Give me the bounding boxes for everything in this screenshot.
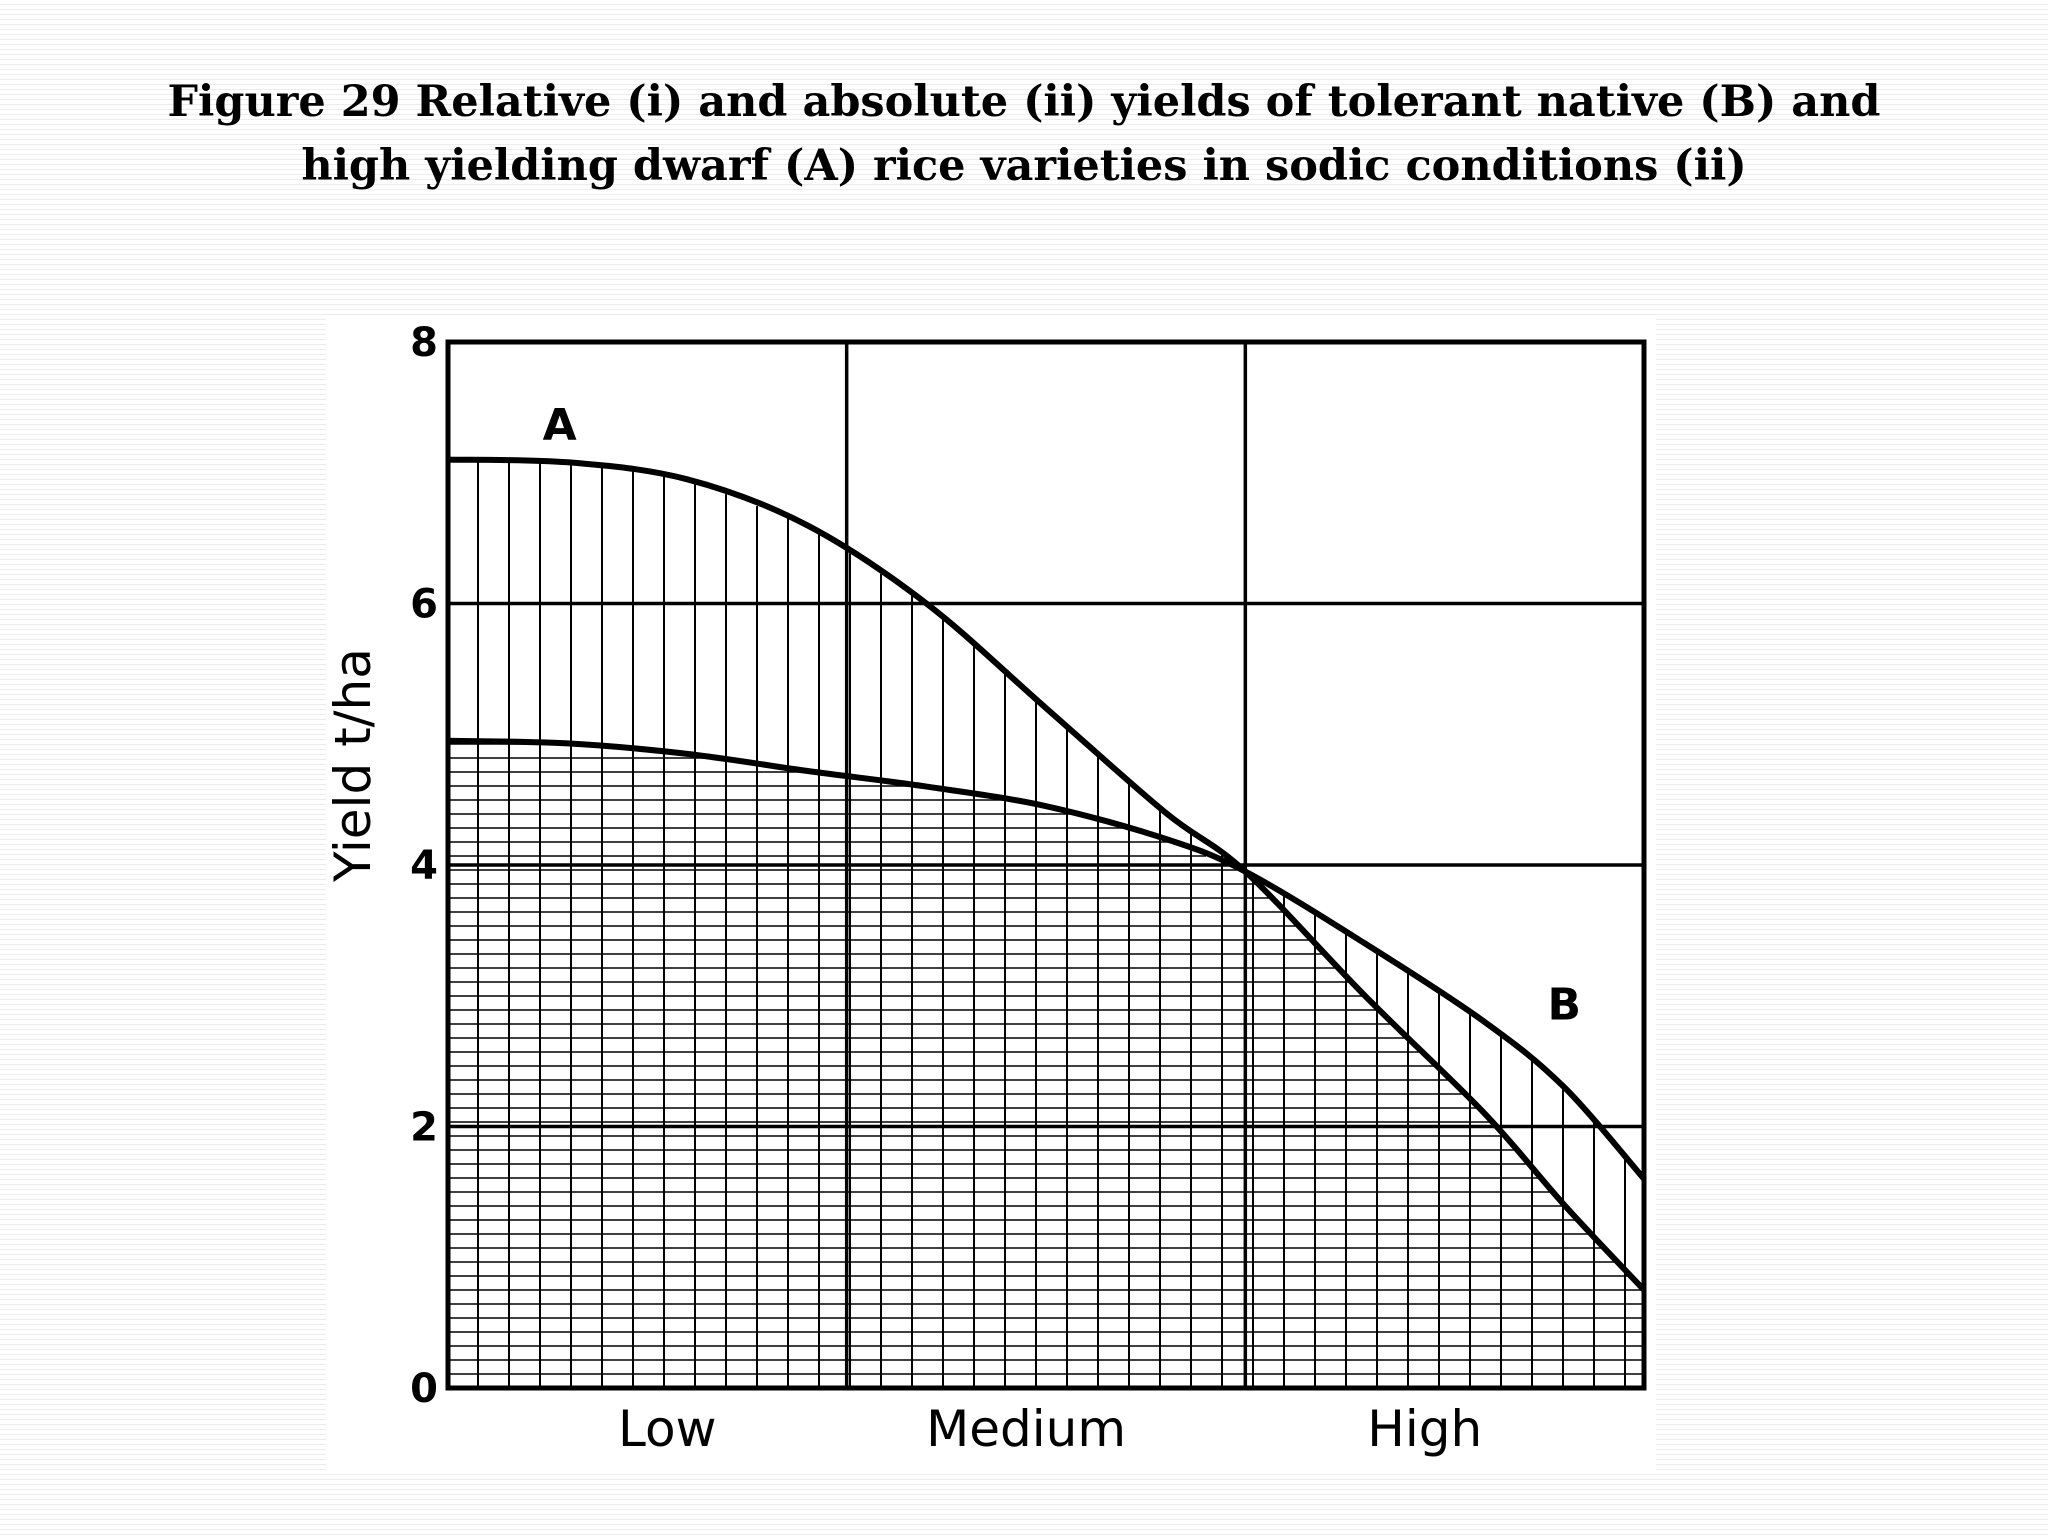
x-tick-label: Medium [926, 1400, 1126, 1458]
y-tick-label: 2 [410, 1105, 438, 1151]
series-layer [447, 456, 1647, 1292]
series-label-a: A [543, 400, 577, 451]
yield-chart: 0 2 4 6 8 Low Medium High Yield t/ha A B [326, 320, 1647, 1458]
figure-title-line-1: Figure 29 Relative (i) and absolute (ii)… [167, 77, 1881, 127]
series-line-b [447, 737, 1647, 1181]
x-tick-label: High [1367, 1400, 1482, 1458]
figure-title-line-2: high yielding dwarf (A) rice varieties i… [301, 141, 1747, 191]
y-axis-label: Yield t/ha [326, 648, 382, 883]
x-tick-label: Low [618, 1400, 716, 1458]
plot-frame [445, 339, 1647, 1391]
figure-title: Figure 29 Relative (i) and absolute (ii)… [0, 70, 2048, 198]
axes-layer [445, 339, 1647, 1391]
label-layer: 0 2 4 6 8 Low Medium High Yield t/ha A B [326, 320, 1581, 1458]
grid-layer [448, 342, 1644, 1388]
series-line-a [447, 456, 1647, 1292]
y-tick-label: 4 [410, 843, 438, 889]
series-label-b: B [1547, 979, 1581, 1030]
y-tick-label: 6 [410, 582, 438, 628]
y-tick-label: 8 [410, 320, 438, 366]
hatching-layer [448, 460, 1644, 1388]
y-tick-label: 0 [410, 1366, 438, 1412]
chart-panel: 0 2 4 6 8 Low Medium High Yield t/ha A B [326, 318, 1656, 1470]
